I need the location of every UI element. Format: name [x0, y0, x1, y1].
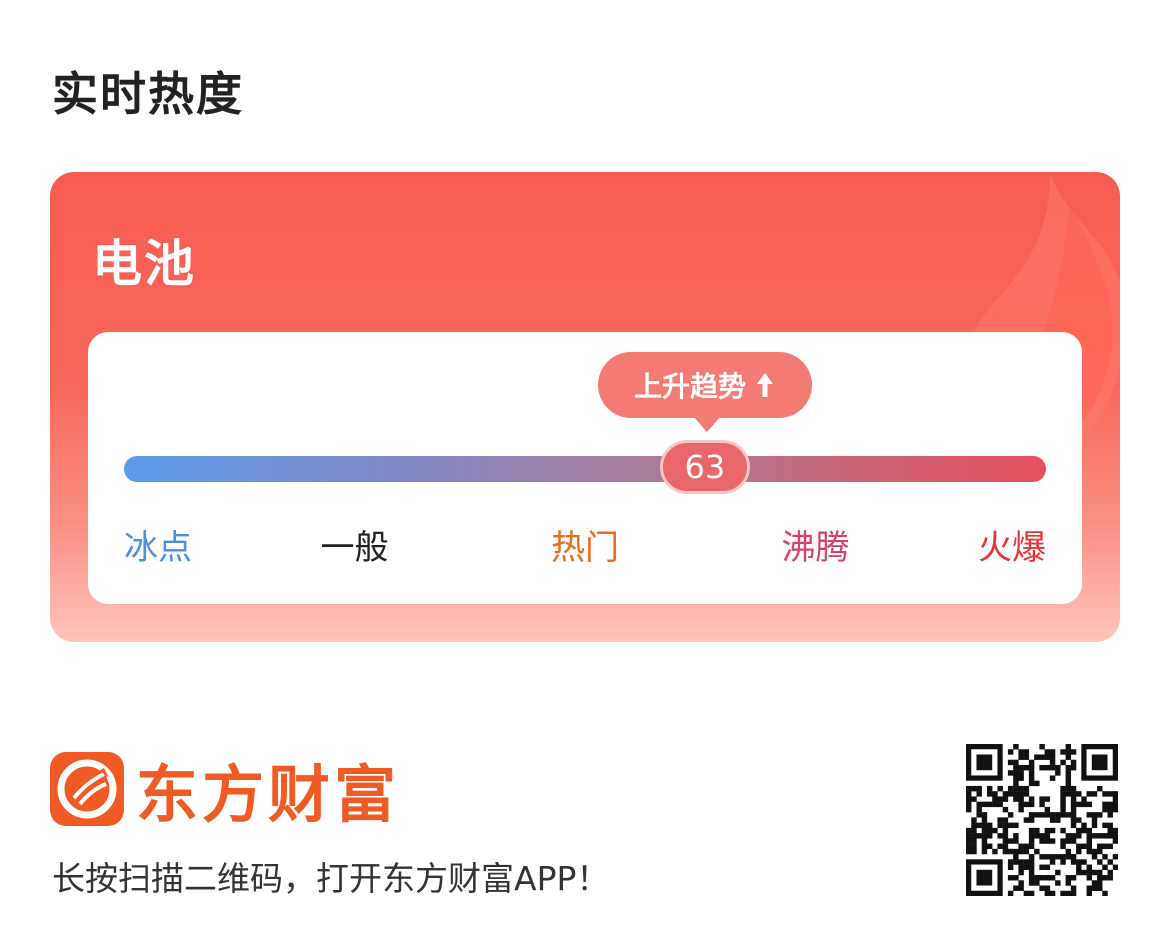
trend-badge: 上升趋势: [598, 352, 812, 432]
heat-card[interactable]: 电池 上升趋势 63 冰点 一般 热门 沸腾 火爆: [50, 172, 1120, 642]
level-label-normal: 一般: [320, 528, 389, 568]
arrow-up-icon: [757, 373, 773, 397]
trend-label: 上升趋势: [633, 370, 746, 403]
brand-logo: 东方财富: [50, 744, 400, 834]
stock-name: 电池: [92, 235, 196, 293]
level-label-ice: 冰点: [124, 528, 192, 568]
brand-name: 东方财富: [136, 758, 401, 831]
heat-score-indicator[interactable]: 63: [659, 440, 750, 494]
trend-badge-tail: [693, 416, 721, 432]
section-title: 实时热度: [52, 67, 244, 121]
level-label-boiling: 沸腾: [781, 528, 850, 568]
eastmoney-logo-icon: [50, 752, 124, 826]
heat-gauge-panel: 上升趋势 63 冰点 一般 热门 沸腾 火爆: [88, 332, 1082, 604]
heat-gradient-track: [124, 456, 1046, 482]
scan-tip: 长按扫描二维码，打开东方财富APP！: [52, 859, 610, 898]
heat-level-scale: 冰点 一般 热门 沸腾 火爆: [124, 520, 1046, 568]
qr-code[interactable]: [966, 744, 1118, 896]
level-label-explosive: 火爆: [978, 528, 1046, 568]
level-label-hot: 热门: [551, 528, 619, 568]
